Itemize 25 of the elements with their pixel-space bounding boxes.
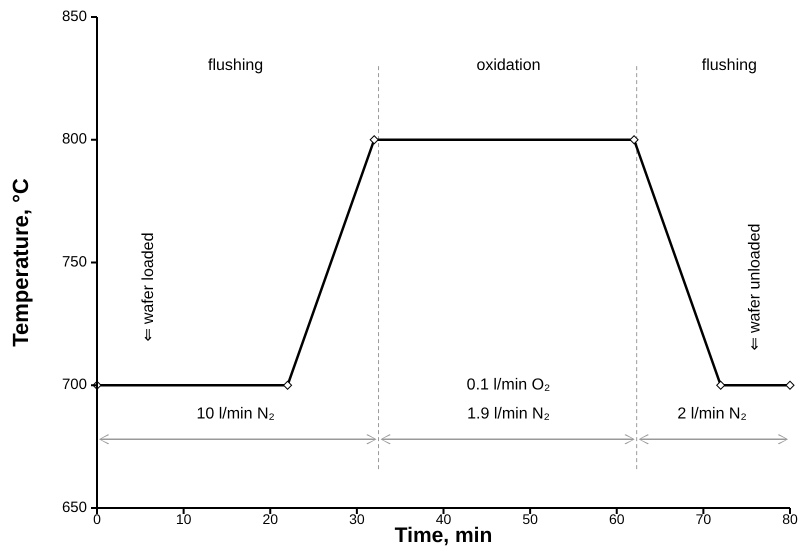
annotation: oxidation	[476, 57, 540, 74]
x-tick-label: 40	[436, 511, 452, 527]
x-tick-label: 50	[522, 511, 538, 527]
annotation: 10 l/min N₂	[196, 406, 275, 423]
y-axis-title: Temperature, °C	[8, 178, 33, 347]
annotation: ⇐ wafer loaded	[140, 232, 158, 342]
y-tick-label: 750	[62, 253, 87, 270]
x-axis-title: Time, min	[394, 524, 492, 547]
y-tick-label: 800	[62, 130, 87, 148]
x-tick-label: 70	[696, 511, 712, 527]
x-tick-label: 20	[262, 511, 278, 527]
annotation: 0.1 l/min O₂	[466, 376, 550, 394]
y-tick-label: 850	[62, 8, 87, 25]
y-tick-label: 650	[62, 498, 87, 516]
x-tick-label: 60	[608, 511, 625, 527]
annotation: ⇐ wafer unloaded	[746, 224, 764, 350]
x-tick-label: 80	[782, 511, 798, 527]
annotation: flushing	[702, 57, 757, 74]
x-tick-label: 10	[176, 511, 192, 527]
x-tick-label: 30	[349, 511, 365, 527]
y-tick-label: 700	[62, 376, 87, 394]
x-tick-label: 0	[93, 511, 102, 527]
annotation: flushing	[208, 57, 264, 74]
annotation: 2 l/min N₂	[677, 406, 747, 423]
annotation: 1.9 l/min N₂	[467, 406, 550, 423]
